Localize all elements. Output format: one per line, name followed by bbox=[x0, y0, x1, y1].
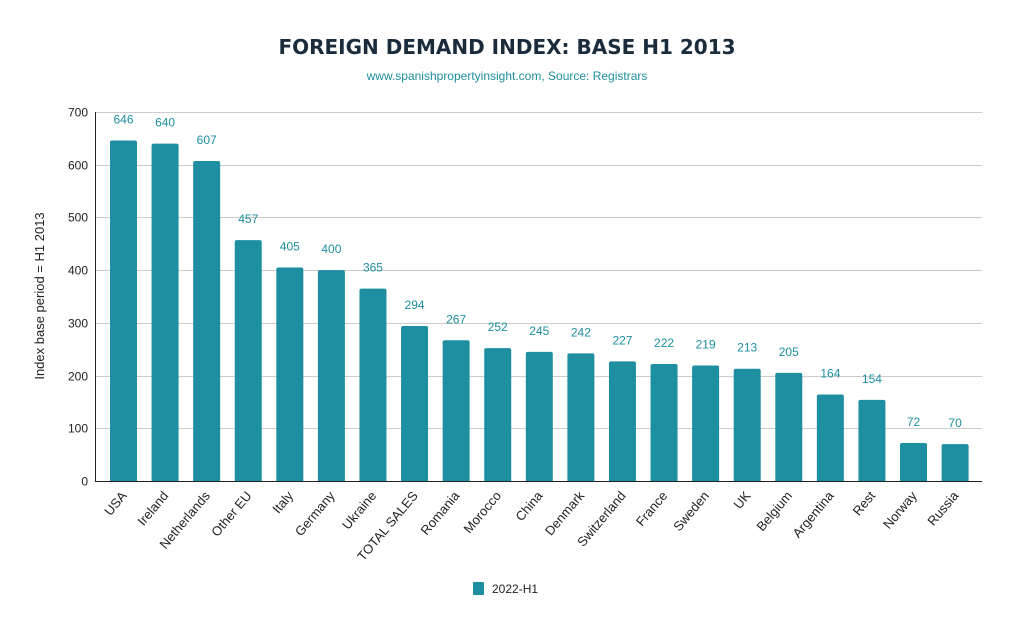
x-tick-label: Ireland bbox=[134, 488, 171, 528]
data-label: 227 bbox=[612, 333, 632, 347]
data-label: 365 bbox=[363, 261, 383, 275]
x-tick-label: Argentina bbox=[789, 488, 837, 541]
x-tick-label: China bbox=[512, 488, 546, 524]
data-label: 607 bbox=[197, 133, 217, 147]
bar-germany bbox=[317, 270, 345, 481]
data-label: 164 bbox=[820, 367, 840, 381]
bar-russia bbox=[941, 444, 969, 481]
data-label: 294 bbox=[405, 298, 425, 312]
data-label: 219 bbox=[696, 338, 716, 352]
y-tick-label: 600 bbox=[68, 159, 88, 173]
x-tick-label: France bbox=[633, 488, 671, 529]
data-label: 646 bbox=[113, 112, 133, 126]
x-tick-label: Sweden bbox=[670, 488, 712, 534]
data-label: 640 bbox=[155, 116, 175, 130]
data-label: 457 bbox=[238, 212, 258, 226]
bar-argentina bbox=[816, 394, 844, 481]
bar-ukraine bbox=[359, 288, 387, 481]
data-label: 267 bbox=[446, 312, 466, 326]
bar-norway bbox=[900, 443, 928, 481]
data-label: 205 bbox=[779, 345, 799, 359]
x-tick-label: Italy bbox=[269, 488, 296, 516]
bar-netherlands bbox=[193, 161, 221, 481]
bar-france bbox=[650, 363, 678, 481]
bar-uk bbox=[733, 368, 761, 481]
x-tick-label: Russia bbox=[924, 488, 962, 529]
data-label: 213 bbox=[737, 341, 757, 355]
x-tick-label: Rest bbox=[850, 488, 879, 518]
y-tick-label: 100 bbox=[68, 422, 88, 436]
x-tick-label: Germany bbox=[292, 488, 338, 539]
x-tick-label: UK bbox=[730, 488, 753, 512]
legend-swatch bbox=[473, 582, 484, 595]
bar-italy bbox=[276, 267, 304, 481]
data-label: 405 bbox=[280, 240, 300, 254]
chart-subtitle: www.spanishpropertyinsight.com, Source: … bbox=[366, 69, 648, 83]
y-tick-label: 0 bbox=[81, 475, 88, 489]
bar-rest bbox=[858, 399, 886, 481]
x-tick-label: Morocco bbox=[460, 488, 504, 536]
data-label: 222 bbox=[654, 336, 674, 350]
legend-label: 2022-H1 bbox=[492, 582, 538, 596]
bar-romania bbox=[442, 340, 470, 481]
data-label: 400 bbox=[321, 242, 341, 256]
y-axis-label: Index base period = H1 2013 bbox=[32, 212, 47, 379]
x-tick-label: Romania bbox=[418, 488, 463, 538]
bar-sweden bbox=[692, 365, 720, 481]
bar-belgium bbox=[775, 372, 803, 481]
y-tick-label: 500 bbox=[68, 211, 88, 225]
legend: 2022-H1 bbox=[473, 582, 538, 596]
chart-title: FOREIGN DEMAND INDEX: BASE H1 2013 bbox=[278, 35, 735, 59]
x-tick-label: Norway bbox=[880, 488, 920, 532]
bar-switzerland bbox=[608, 361, 636, 481]
data-label: 70 bbox=[948, 416, 962, 430]
x-tick-label: Other EU bbox=[208, 488, 254, 539]
bar-morocco bbox=[484, 348, 512, 481]
bar-other-eu bbox=[234, 240, 262, 481]
data-label: 242 bbox=[571, 325, 591, 339]
y-tick-label: 300 bbox=[68, 317, 88, 331]
bar-usa bbox=[110, 140, 137, 482]
x-tick-label: USA bbox=[101, 488, 130, 518]
x-tick-label: Belgium bbox=[753, 488, 795, 534]
data-label: 154 bbox=[862, 372, 882, 386]
bar-total-sales bbox=[401, 326, 429, 481]
y-tick-label: 400 bbox=[68, 264, 88, 278]
y-tick-label: 700 bbox=[68, 106, 88, 120]
x-tick-label: Ukraine bbox=[339, 488, 379, 532]
bar-china bbox=[525, 351, 553, 481]
bar-ireland bbox=[151, 143, 179, 481]
data-label: 245 bbox=[529, 324, 549, 338]
data-label: 72 bbox=[907, 415, 921, 429]
y-tick-label: 200 bbox=[68, 370, 88, 384]
bar-denmark bbox=[567, 353, 595, 481]
data-label: 252 bbox=[488, 320, 508, 334]
